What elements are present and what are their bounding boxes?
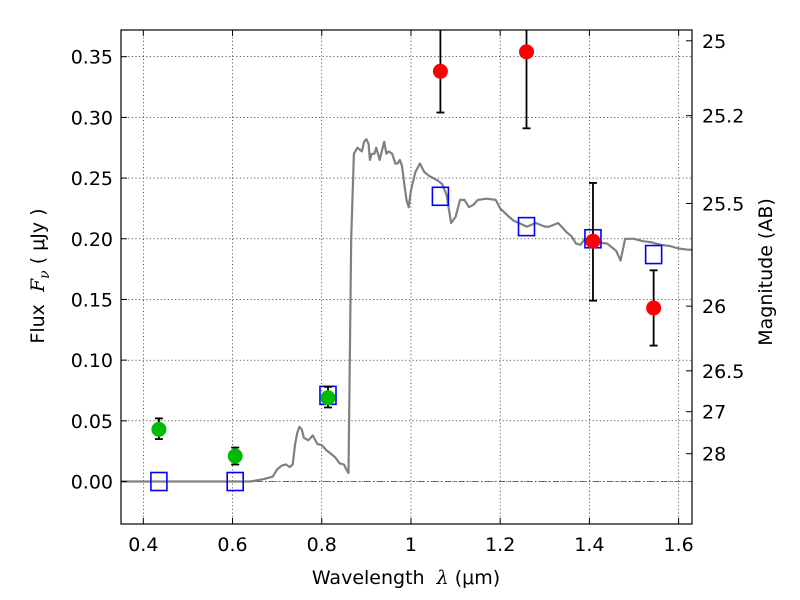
magnitude-tick-label: 27 [702, 402, 726, 424]
model-square-point [431, 186, 450, 207]
ticks [121, 30, 692, 524]
y-axis-title: Flux Fν ( μJy ) [27, 208, 53, 343]
x-tick-label: 1.4 [574, 534, 604, 556]
magnitude-tick-label: 26.5 [702, 361, 744, 383]
x-tick-label: 0.4 [128, 534, 158, 556]
y-tick-label: 0.00 [71, 472, 113, 494]
x-tick-label: 1 [405, 534, 417, 556]
magnitude-tick-label: 26 [702, 296, 726, 318]
y-tick-label: 0.25 [71, 168, 113, 190]
x-tick-label: 1.2 [485, 534, 515, 556]
y-tick-label: 0.10 [71, 350, 113, 372]
grid [121, 30, 692, 524]
x-tick-label: 1.6 [664, 534, 694, 556]
x-tick-labels: 0.4 0.6 0.8 1 1.2 1.4 1.6 [128, 534, 694, 556]
observed-point [432, 63, 448, 79]
y-tick-labels: 0.00 0.05 0.10 0.15 0.20 0.25 0.30 0.35 [71, 47, 113, 494]
magnitude-tick-label: 25.5 [702, 193, 744, 215]
model-square-point [517, 216, 536, 237]
plot-frame [120, 29, 693, 525]
magnitude-tick-label: 28 [702, 444, 726, 466]
observed-point [151, 421, 167, 437]
magnitude-tick-label: 25 [702, 31, 726, 53]
model-spectrum-line [121, 138, 692, 483]
y-tick-label: 0.30 [71, 107, 113, 129]
magnitude-axis-title: Magnitude (AB) [755, 198, 777, 346]
model-square-point [150, 471, 168, 492]
x-tick-label: 0.8 [307, 534, 337, 556]
y-tick-label: 0.05 [71, 411, 113, 433]
model-square-point [644, 244, 663, 265]
magnitude-tick-labels: 25 25.2 25.5 26 26.5 27 28 [702, 31, 744, 466]
y-tick-label: 0.15 [71, 289, 113, 311]
observed-photometry [151, 30, 662, 466]
observed-point [320, 390, 336, 406]
model-square-point [226, 471, 244, 492]
model-spectrum [121, 138, 692, 483]
observed-point [227, 448, 243, 464]
observed-point [518, 44, 534, 60]
x-tick-label: 0.6 [217, 534, 247, 556]
y-tick-label: 0.35 [71, 47, 113, 69]
model-photometry-squares [150, 186, 663, 492]
magnitude-tick-label: 25.2 [702, 106, 744, 128]
x-axis-title: Wavelength λ (μm) [312, 567, 500, 589]
y-tick-label: 0.20 [71, 229, 113, 251]
observed-point [585, 233, 601, 249]
observed-point [646, 300, 662, 316]
